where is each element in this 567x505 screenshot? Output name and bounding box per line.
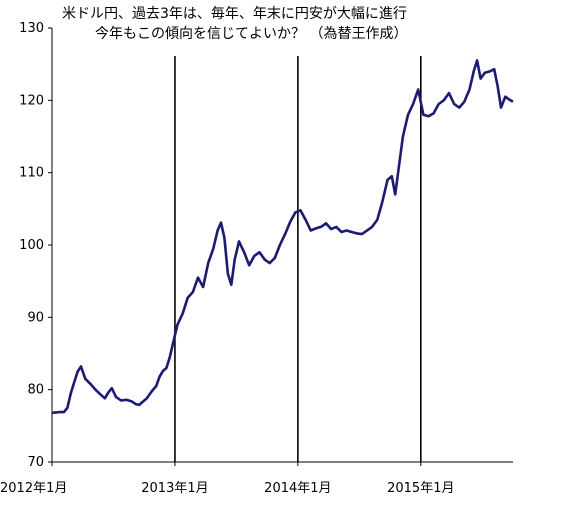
chart-title: 米ドル円、過去3年は、毎年、年末に円安が大幅に進行 今年もこの傾向を信じてよいか… [62,6,407,42]
chart-title-line-1: 米ドル円、過去3年は、毎年、年末に円安が大幅に進行 [62,6,407,22]
x-tick-label: 2014年1月 [264,481,331,496]
y-tick-label: 70 [27,455,44,470]
chart-title-line-2: 今年もこの傾向を信じてよいか？ （為替王作成） [95,26,407,42]
y-axis-ticks: 70 80 90 100 110 120 130 [19,21,52,470]
usd-jpy-line [51,59,514,415]
y-tick-label: 120 [19,93,44,108]
y-tick-label: 130 [19,21,44,36]
x-tick-label: 2013年1月 [141,481,208,496]
vertical-markers [174,56,422,462]
y-tick-label: 90 [27,310,44,325]
x-axis-ticks: 2012年1月 2013年1月 2014年1月 2015年1月 [0,462,454,496]
y-tick-label: 80 [27,383,44,398]
x-tick-label: 2012年1月 [0,481,67,496]
series-group [51,59,514,415]
axes [51,28,513,463]
x-tick-label: 2015年1月 [387,481,454,496]
y-tick-label: 110 [19,166,44,181]
y-tick-label: 100 [19,238,44,253]
